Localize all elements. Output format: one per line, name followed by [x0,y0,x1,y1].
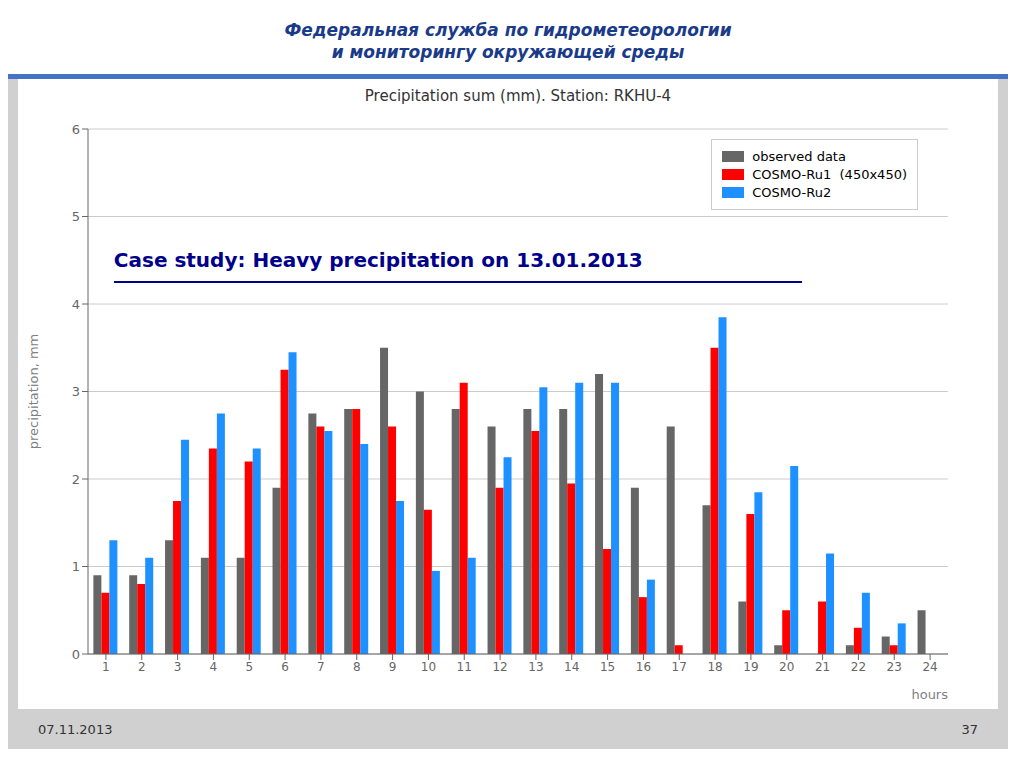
svg-text:9: 9 [389,660,397,674]
svg-text:0: 0 [72,647,80,662]
svg-text:17: 17 [672,660,687,674]
html-text:COSMO-Ru1 (450x450): COSMO-Ru1 (450x450) [752,167,907,182]
svg-text:16: 16 [636,660,651,674]
svg-text:4: 4 [72,297,80,312]
svg-text:24: 24 [922,660,937,674]
svg-text:7: 7 [317,660,325,674]
svg-text:6: 6 [72,122,80,137]
svg-text:5: 5 [72,209,80,224]
svg-text:11: 11 [457,660,472,674]
svg-text:3: 3 [72,384,80,399]
svg-text:1: 1 [72,559,80,574]
svg-text:4: 4 [210,660,218,674]
html-text:07.11.2013: 07.11.2013 [38,721,113,737]
svg-text:12: 12 [492,660,507,674]
svg-text:15: 15 [600,660,615,674]
html-text:observed data: observed data [752,149,846,164]
svg-text:10: 10 [421,660,436,674]
svg-text:2: 2 [138,660,146,674]
svg-text:1: 1 [102,660,110,674]
svg-text:6: 6 [281,660,289,674]
svg-text:14: 14 [564,660,579,674]
svg-text:20: 20 [779,660,794,674]
svg-text:19: 19 [743,660,758,674]
svg-text:18: 18 [707,660,722,674]
svg-text:3: 3 [174,660,182,674]
html-text:COSMO-Ru2: COSMO-Ru2 [752,185,832,200]
svg-text:precipitation, mm: precipitation, mm [26,334,41,450]
svg-text:8: 8 [353,660,361,674]
svg-text:13: 13 [528,660,543,674]
html-text:Precipitation sum (mm). Statio: Precipitation sum (mm). Station: RKHU-4 [364,87,672,105]
svg-text:21: 21 [815,660,830,674]
html-text:37: 37 [961,721,978,737]
svg-text:5: 5 [245,660,253,674]
svg-text:23: 23 [887,660,902,674]
html-text:Case study: Heavy precipitatio: Case study: Heavy precipitation on 13.01… [113,248,643,273]
svg-text:hours: hours [911,687,948,702]
svg-text:2: 2 [72,472,80,487]
html-text:Федеральная служба по гидромет: Федеральная служба по гидрометеорологии … [284,20,732,62]
svg-text:22: 22 [851,660,866,674]
